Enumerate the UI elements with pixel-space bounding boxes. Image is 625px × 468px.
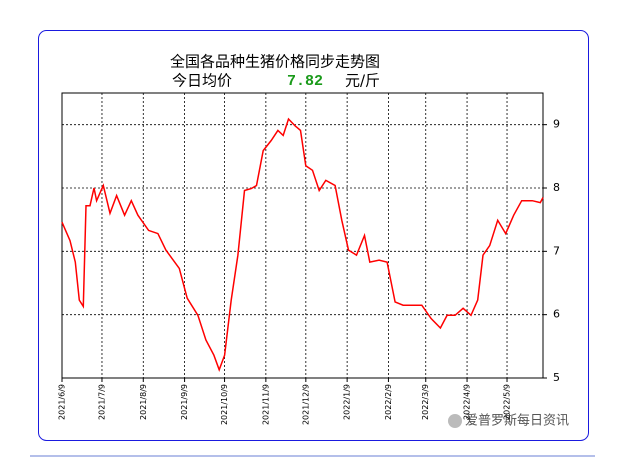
x-tick-label: 2021/7/9 [97,384,106,420]
x-tick-label: 2021/8/9 [139,384,148,420]
x-tick-label: 2021/12/9 [301,384,310,425]
x-tick-label: 2022/1/9 [343,384,352,420]
y-tick-label: 9 [553,118,560,131]
x-tick-label: 2021/10/9 [220,384,229,425]
x-tick-label: 2021/9/9 [180,384,189,420]
subtitle-unit: 元/斤 [345,72,380,90]
x-tick-label: 2021/11/9 [261,384,270,425]
price-line [61,117,544,372]
x-tick-label: 2022/3/9 [421,384,430,420]
watermark-icon [448,414,462,428]
subtitle-label: 今日均价 [172,72,232,90]
x-tick-label: 2022/4/9 [463,384,472,420]
frame [38,30,589,441]
y-tick-label: 7 [553,244,560,257]
x-tick-label: 2022/5/9 [503,384,512,420]
y-tick-label: 6 [553,308,560,321]
y-tick-label: 8 [553,181,560,194]
subtitle-value: 7.82 [287,73,323,90]
watermark: 爱普罗斯每日资讯 [465,413,569,429]
plot-area [61,92,544,379]
x-tick-label: 2022/2/9 [384,384,393,420]
x-tick-label: 2021/6/9 [58,384,67,420]
y-tick-label: 5 [553,371,560,384]
chart-title: 全国各品种生猪价格同步走势图 [170,53,380,71]
